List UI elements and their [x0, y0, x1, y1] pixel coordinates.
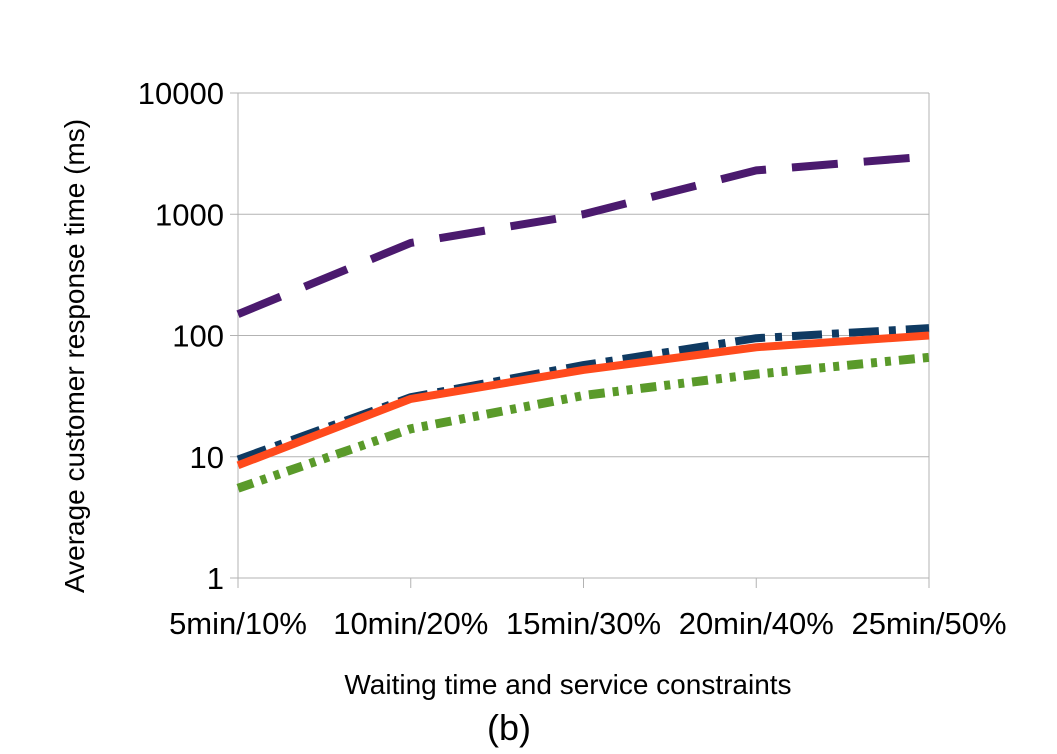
data-series [236, 152, 930, 493]
series-line-3 [236, 331, 930, 470]
x-axis-title: Waiting time and service constraints [344, 669, 791, 700]
y-tick-label: 10 [190, 440, 224, 475]
x-tick-label: 20min/40% [679, 606, 834, 641]
x-tick-label: 15min/30% [506, 606, 661, 641]
y-tick-label: 10000 [138, 76, 224, 111]
y-tick-label: 100 [172, 319, 224, 354]
x-tick-label: 5min/10% [169, 606, 307, 641]
y-tick-label: 1 [207, 561, 224, 596]
series-line-2 [236, 324, 930, 464]
y-tick-labels: 1 10 100 1000 10000 [138, 76, 224, 596]
x-tick-labels: 5min/10% 10min/20% 15min/30% 20min/40% 25min… [169, 606, 1006, 641]
figure-caption: (b) [487, 707, 531, 748]
y-axis-title: Average customer response time (ms) [59, 119, 90, 593]
y-tick-label: 1000 [155, 197, 224, 232]
x-tick-label: 25min/50% [851, 606, 1006, 641]
series-line-1 [236, 152, 930, 318]
x-tick-label: 10min/20% [333, 606, 488, 641]
